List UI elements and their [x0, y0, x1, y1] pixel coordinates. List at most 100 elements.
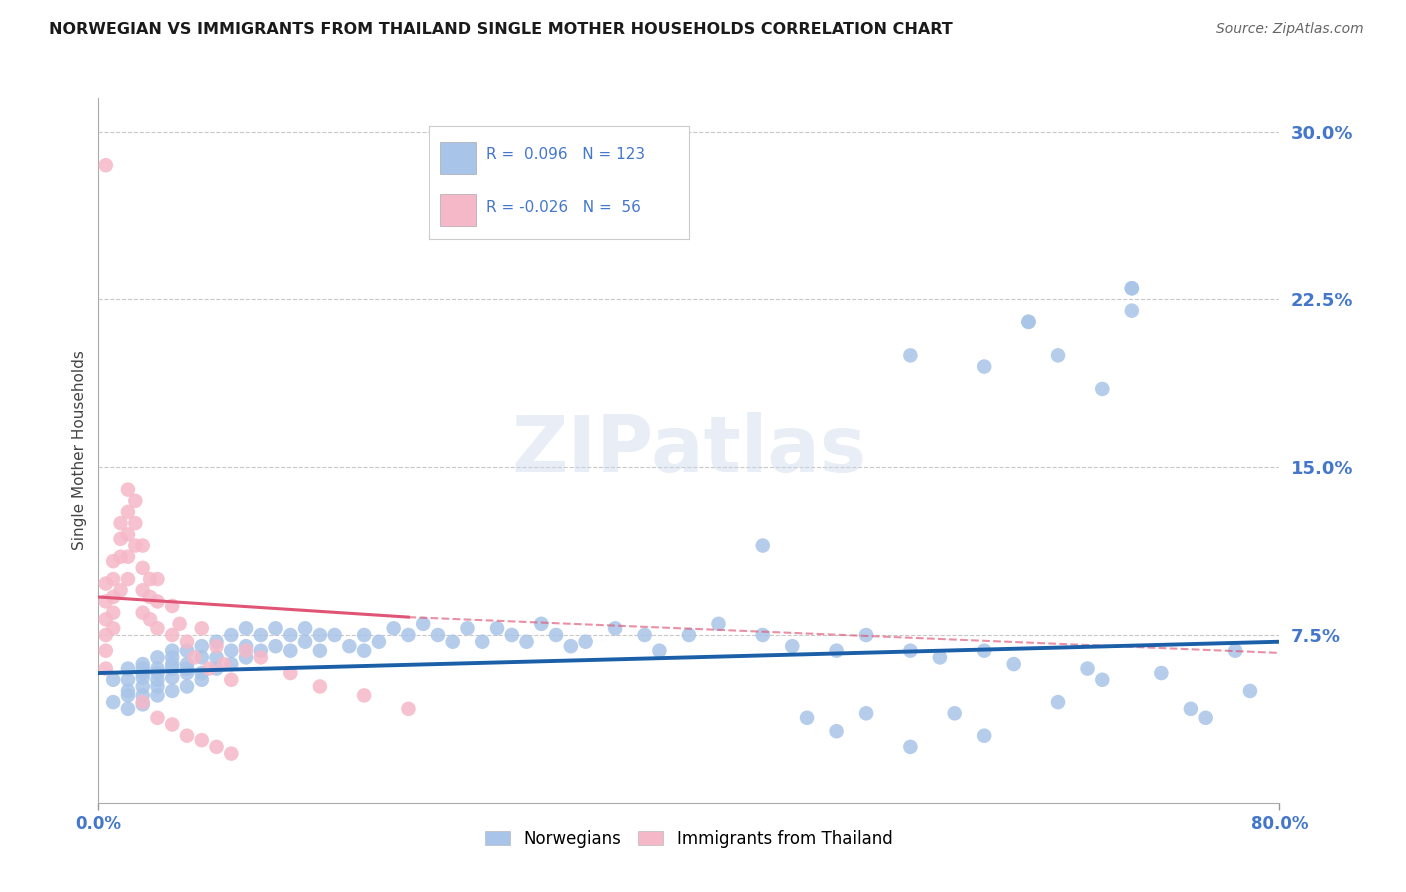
Point — [176, 680, 198, 694]
Point — [191, 621, 214, 635]
Point — [117, 673, 139, 687]
Point — [205, 634, 228, 648]
Point — [146, 594, 169, 608]
Point — [382, 621, 405, 635]
Point — [855, 628, 877, 642]
Point — [191, 639, 214, 653]
Point — [900, 348, 922, 362]
Point — [132, 606, 155, 620]
Point — [412, 616, 434, 631]
Point — [250, 650, 273, 665]
Point — [353, 628, 375, 642]
Point — [103, 590, 125, 604]
Point — [94, 612, 117, 626]
Point — [486, 621, 509, 635]
Point — [103, 695, 125, 709]
Point — [94, 576, 117, 591]
Point — [132, 657, 155, 672]
Point — [176, 666, 198, 681]
Point — [353, 689, 375, 703]
Point — [132, 583, 155, 598]
Point — [183, 650, 205, 665]
Point — [900, 739, 922, 754]
Point — [176, 634, 198, 648]
Text: Source: ZipAtlas.com: Source: ZipAtlas.com — [1216, 22, 1364, 37]
Point — [825, 643, 848, 657]
Point — [176, 643, 198, 657]
Point — [176, 729, 198, 743]
Y-axis label: Single Mother Households: Single Mother Households — [72, 351, 87, 550]
Point — [205, 739, 228, 754]
Point — [1018, 315, 1040, 329]
Point — [280, 666, 302, 681]
Point — [117, 702, 139, 716]
Point — [94, 158, 117, 172]
Point — [103, 621, 125, 635]
Point — [94, 643, 117, 657]
Point — [103, 554, 125, 568]
Point — [973, 359, 995, 374]
Point — [132, 680, 155, 694]
Point — [176, 657, 198, 672]
Point — [1091, 673, 1114, 687]
Point — [250, 628, 273, 642]
Point — [309, 628, 332, 642]
Point — [323, 628, 346, 642]
Point — [132, 689, 155, 703]
Point — [191, 666, 214, 681]
Point — [707, 616, 730, 631]
Point — [648, 643, 671, 657]
Point — [162, 684, 183, 698]
Point — [146, 689, 169, 703]
Point — [124, 516, 146, 531]
Point — [294, 634, 316, 648]
Point — [752, 539, 775, 553]
Point — [117, 684, 139, 698]
Point — [900, 643, 922, 657]
Point — [1180, 702, 1202, 716]
Point — [191, 650, 214, 665]
Point — [825, 724, 848, 739]
Point — [146, 662, 169, 676]
Point — [471, 634, 494, 648]
Point — [146, 711, 169, 725]
Point — [560, 639, 582, 653]
Point — [132, 671, 155, 685]
Point — [132, 666, 155, 681]
Point — [139, 572, 162, 586]
Point — [530, 616, 553, 631]
Point — [1150, 666, 1173, 681]
Point — [124, 539, 146, 553]
Point — [1018, 315, 1040, 329]
Point — [855, 706, 877, 721]
Point — [309, 680, 332, 694]
Point — [162, 657, 183, 672]
Point — [973, 643, 995, 657]
Point — [162, 671, 183, 685]
Point — [162, 628, 183, 642]
Point — [1121, 281, 1143, 295]
Point — [398, 702, 420, 716]
Point — [752, 628, 775, 642]
Point — [929, 650, 952, 665]
Point — [162, 643, 183, 657]
Point — [132, 539, 155, 553]
Point — [605, 621, 627, 635]
Point — [103, 572, 125, 586]
Point — [162, 662, 183, 676]
Text: NORWEGIAN VS IMMIGRANTS FROM THAILAND SINGLE MOTHER HOUSEHOLDS CORRELATION CHART: NORWEGIAN VS IMMIGRANTS FROM THAILAND SI… — [49, 22, 953, 37]
Point — [117, 483, 139, 497]
Point — [1225, 643, 1247, 657]
Point — [516, 634, 538, 648]
Point — [457, 621, 479, 635]
Point — [198, 662, 221, 676]
Point — [294, 621, 316, 635]
Point — [124, 493, 146, 508]
Point — [132, 662, 155, 676]
Point — [132, 561, 155, 575]
Point — [796, 711, 818, 725]
Text: ZIPatlas: ZIPatlas — [512, 412, 866, 489]
Point — [132, 695, 155, 709]
Point — [169, 616, 191, 631]
Point — [110, 516, 132, 531]
